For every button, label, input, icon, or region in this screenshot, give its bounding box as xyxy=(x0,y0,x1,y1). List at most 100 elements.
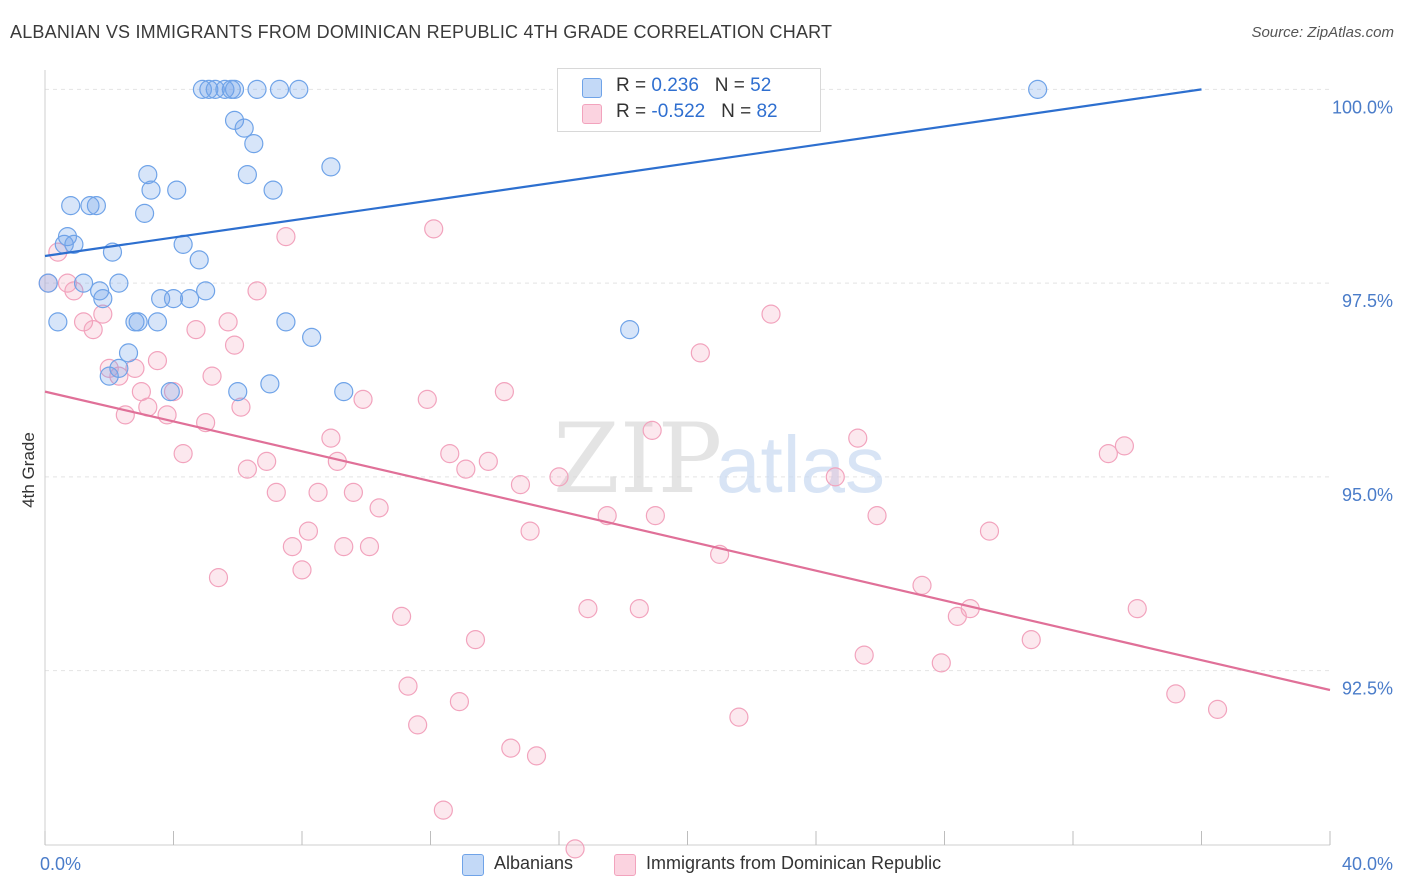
dominican-point-38 xyxy=(359,537,380,557)
y-tick-label-3: 92.5% xyxy=(1342,679,1393,699)
dominican-point-52 xyxy=(501,738,521,758)
dominican-point-39 xyxy=(369,498,389,518)
dominican-point-2 xyxy=(57,273,78,293)
dominican-point-20 xyxy=(208,568,229,588)
x-tick-label-0: 0.0% xyxy=(40,854,81,874)
trend-lines xyxy=(44,88,1331,692)
dominican-point-41 xyxy=(398,676,418,696)
dominican-point-8 xyxy=(109,366,129,386)
dominican-point-62 xyxy=(645,506,665,526)
dominican-point-53 xyxy=(510,475,531,495)
y-tick-label-0: 100.0% xyxy=(1332,97,1393,117)
albanians-point-15 xyxy=(134,203,155,223)
albanians-point-37 xyxy=(260,374,280,394)
dominican-point-56 xyxy=(549,467,569,487)
dominican-point-19 xyxy=(202,366,222,386)
legend-r-label: R = xyxy=(616,101,652,122)
albanians-point-9 xyxy=(90,281,110,301)
albanians-point-50 xyxy=(1028,79,1048,99)
dominican-point-24 xyxy=(237,459,257,479)
y-axis-label: 4th Grade xyxy=(19,432,38,508)
albanians-point-4 xyxy=(61,196,81,216)
albanians-point-43 xyxy=(321,157,341,177)
dominican-point-78 xyxy=(1114,436,1135,456)
series-legend: Albanians Immigrants from Dominican Repu… xyxy=(0,852,1406,878)
dominican-point-72 xyxy=(931,653,951,673)
albanians-point-48 xyxy=(192,79,213,99)
dominican-point-61 xyxy=(642,420,662,440)
dominican-point-44 xyxy=(424,219,444,239)
dominican-point-68 xyxy=(848,428,868,448)
legend-n-label: N = xyxy=(721,101,757,122)
legend-swatch-blue xyxy=(582,78,602,98)
albanians-point-36 xyxy=(247,79,267,99)
dominican-point-43 xyxy=(417,389,437,409)
legend-n-value: 52 xyxy=(750,75,772,96)
albanians-point-35 xyxy=(244,134,264,154)
chart-title: ALBANIAN VS IMMIGRANTS FROM DOMINICAN RE… xyxy=(10,22,833,42)
albanians-point-41 xyxy=(289,79,309,99)
dominican-point-25 xyxy=(247,281,267,301)
dominican-point-35 xyxy=(334,537,354,557)
dominican-point-3 xyxy=(64,281,84,301)
albanians-point-7 xyxy=(80,196,100,216)
dominican-point-66 xyxy=(761,304,781,324)
legend-text-albanians: R = 0.236 N = 52 xyxy=(616,75,771,97)
series-albanians-points xyxy=(38,79,1048,402)
dominican-point-26 xyxy=(257,451,277,471)
albanians-point-10 xyxy=(93,289,113,309)
albanians-trend-line xyxy=(44,88,1202,258)
albanians-point-0 xyxy=(38,273,58,293)
dominican-point-32 xyxy=(308,482,328,502)
dominican-point-46 xyxy=(440,444,460,464)
dominican-point-37 xyxy=(353,389,373,409)
dominican-point-6 xyxy=(93,304,113,324)
legend-swatch-blue xyxy=(462,854,484,876)
dominican-point-16 xyxy=(173,444,193,464)
dominican-point-33 xyxy=(321,428,341,448)
dominican-point-47 xyxy=(449,692,470,712)
dominican-point-40 xyxy=(391,606,412,626)
dominican-point-54 xyxy=(520,521,540,541)
dominican-point-57 xyxy=(565,839,585,859)
dominican-point-13 xyxy=(147,351,168,371)
legend-n-label: N = xyxy=(714,75,751,96)
legend-n-value: 82 xyxy=(756,101,778,122)
dominican-point-51 xyxy=(494,382,514,402)
source-label: Source: ZipAtlas.com xyxy=(1251,24,1394,41)
albanians-point-42 xyxy=(302,327,322,347)
dominican-point-29 xyxy=(282,537,302,557)
dominican-point-80 xyxy=(1166,684,1186,704)
dominican-trend-line xyxy=(44,390,1331,692)
dominican-point-4 xyxy=(73,312,94,332)
albanians-point-45 xyxy=(109,358,129,378)
dominican-point-70 xyxy=(867,506,887,526)
dominican-point-36 xyxy=(343,482,363,502)
dominican-point-28 xyxy=(276,227,296,247)
dominican-point-21 xyxy=(218,312,238,332)
legend-text-dominican: R = -0.522 N = 82 xyxy=(616,101,778,123)
albanians-point-16 xyxy=(138,165,158,185)
watermark-zip: ZIP xyxy=(553,403,722,515)
dominican-point-30 xyxy=(292,560,312,580)
albanians-point-44 xyxy=(334,382,354,402)
dominican-point-67 xyxy=(825,467,845,487)
legend-r-value: -0.522 xyxy=(651,101,706,122)
tick-labels: 100.0% 97.5% 95.0% 92.5% 0.0% 40.0% xyxy=(40,97,1393,874)
albanians-point-18 xyxy=(147,312,168,332)
dominican-point-45 xyxy=(433,800,453,820)
dominican-point-55 xyxy=(526,746,547,766)
series-dominican-points xyxy=(38,219,1228,859)
dominican-point-27 xyxy=(266,482,286,502)
dominican-point-23 xyxy=(231,397,251,417)
albanians-point-39 xyxy=(269,79,290,99)
albanians-point-5 xyxy=(64,234,84,254)
dominican-point-17 xyxy=(186,320,206,340)
dominican-point-65 xyxy=(729,707,749,727)
dominican-point-77 xyxy=(1098,444,1118,464)
albanians-point-29 xyxy=(215,79,235,99)
dominican-point-58 xyxy=(578,599,598,619)
axes xyxy=(44,70,1331,846)
albanians-point-6 xyxy=(73,273,94,293)
dominican-point-31 xyxy=(298,521,319,541)
